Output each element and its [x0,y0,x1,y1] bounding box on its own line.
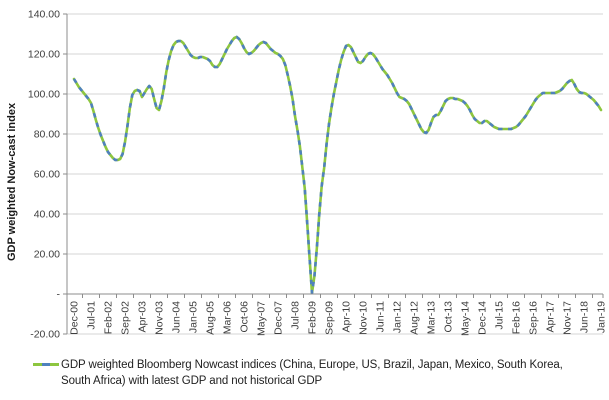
svg-text:May-14: May-14 [460,301,472,336]
svg-text:Feb-16: Feb-16 [511,301,523,334]
y-axis-labels: 140.00 120.00 100.00 80.00 60.00 40.00 20.00 - -… [28,9,61,341]
svg-text:100.00: 100.00 [28,89,60,101]
svg-text:Nov-17: Nov-17 [562,301,574,335]
svg-text:80.00: 80.00 [34,129,60,141]
svg-text:Feb-09: Feb-09 [307,301,319,334]
svg-text:Jul-01: Jul-01 [86,301,98,330]
svg-text:Jun-18: Jun-18 [579,301,591,333]
svg-text:Jul-08: Jul-08 [290,301,302,330]
svg-text:-: - [57,289,61,301]
svg-text:20.00: 20.00 [34,249,60,261]
svg-text:Nov-03: Nov-03 [154,301,166,335]
chart-legend: GDP weighted Bloomberg Nowcast indices (… [33,358,589,390]
svg-text:Apr-03: Apr-03 [137,301,149,333]
svg-text:Mar-06: Mar-06 [222,301,234,334]
svg-text:Oct-06: Oct-06 [239,301,251,333]
svg-text:Dec-00: Dec-00 [69,301,81,335]
svg-text:GDP weighted Now-cast index: GDP weighted Now-cast index [6,102,18,261]
svg-text:140.00: 140.00 [28,9,60,21]
svg-text:Jun-11: Jun-11 [375,301,387,332]
svg-text:Sep-02: Sep-02 [120,301,132,335]
legend-line-marker-icon [33,363,59,366]
svg-text:-20.00: -20.00 [30,329,60,341]
plot-area: 140.00 120.00 100.00 80.00 60.00 40.00 20.00 - -… [6,9,608,341]
svg-text:60.00: 60.00 [34,169,60,181]
svg-text:Apr-10: Apr-10 [341,301,353,333]
svg-text:Mar-13: Mar-13 [426,301,438,334]
svg-text:Sep-16: Sep-16 [528,301,540,335]
y-axis-title: GDP weighted Now-cast index [6,102,18,261]
svg-text:Jun-04: Jun-04 [171,301,183,333]
svg-text:Apr-17: Apr-17 [545,301,557,333]
svg-text:Jan-12: Jan-12 [392,301,404,333]
axes [63,13,604,335]
series-line-blue-dash [72,35,603,295]
svg-text:Sep-09: Sep-09 [324,301,336,335]
legend-label: GDP weighted Bloomberg Nowcast indices (… [61,359,563,387]
svg-text:Feb-02: Feb-02 [103,301,115,334]
svg-text:Jan-19: Jan-19 [596,301,608,333]
svg-text:40.00: 40.00 [34,209,60,221]
svg-text:Dec-14: Dec-14 [477,301,489,335]
svg-text:Dec-07: Dec-07 [273,301,285,335]
svg-text:120.00: 120.00 [28,49,60,61]
svg-text:Jul-15: Jul-15 [494,301,506,330]
x-axis-labels: Dec-00 Jul-01 Feb-02 Sep-02 Apr-03 Nov-03 Jun-… [69,301,608,336]
svg-text:May-07: May-07 [256,301,268,336]
svg-text:Aug-05: Aug-05 [205,301,217,335]
y-gridlines [67,13,603,335]
svg-text:Nov-10: Nov-10 [358,301,370,335]
svg-text:Oct-13: Oct-13 [443,301,455,333]
svg-text:Jan-05: Jan-05 [188,301,200,333]
svg-text:Aug-12: Aug-12 [409,301,421,335]
